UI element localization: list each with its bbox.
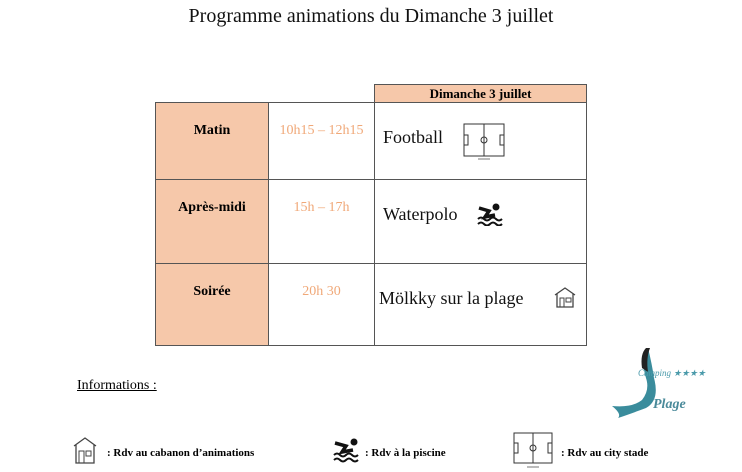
svg-text:Camping ★★★★: Camping ★★★★ [638, 368, 706, 378]
activity-cell: Mölkky sur la plage [374, 263, 587, 346]
cabin-icon [73, 437, 97, 464]
info-heading: Informations : [77, 378, 157, 393]
activity-label: Mölkky sur la plage [379, 288, 524, 308]
svg-text:Plage: Plage [653, 397, 686, 412]
football-field-icon [513, 432, 553, 468]
period-label: Matin [193, 123, 231, 138]
legend-cabin-text: : Rdv au cabanon d’animations [107, 447, 255, 459]
cabin-icon [554, 287, 576, 308]
legend-pool-text: : Rdv à la piscine [365, 447, 446, 459]
legend-stadium-text: : Rdv au city stade [561, 447, 649, 459]
swimming-icon [477, 203, 503, 226]
football-field-icon [463, 123, 505, 160]
time-label: 15h – 17h [293, 200, 350, 215]
period-cell: Soirée [155, 263, 269, 346]
time-cell: 10h15 – 12h15 [268, 102, 375, 180]
period-cell: Après-midi [155, 179, 269, 264]
activity-label: Waterpolo [383, 204, 458, 224]
time-cell: 15h – 17h [268, 179, 375, 264]
activity-cell: Football [374, 102, 587, 180]
activity-cell: Waterpolo [374, 179, 587, 264]
mermaid-logo-icon: Camping ★★★★ Plage [612, 348, 706, 418]
camping-logo: Camping ★★★★ Plage [608, 346, 733, 418]
time-label: 10h15 – 12h15 [279, 123, 364, 138]
swimming-icon [333, 438, 359, 463]
page-title: Programme animations du Dimanche 3 juill… [188, 5, 554, 27]
day-header-text: Dimanche 3 juillet [429, 86, 532, 101]
period-cell: Matin [155, 102, 269, 180]
time-cell: 20h 30 [268, 263, 375, 346]
time-label: 20h 30 [302, 284, 341, 299]
period-label: Après-midi [178, 200, 246, 215]
activity-label: Football [383, 127, 444, 147]
day-header: Dimanche 3 juillet [374, 84, 587, 103]
period-label: Soirée [193, 284, 231, 299]
